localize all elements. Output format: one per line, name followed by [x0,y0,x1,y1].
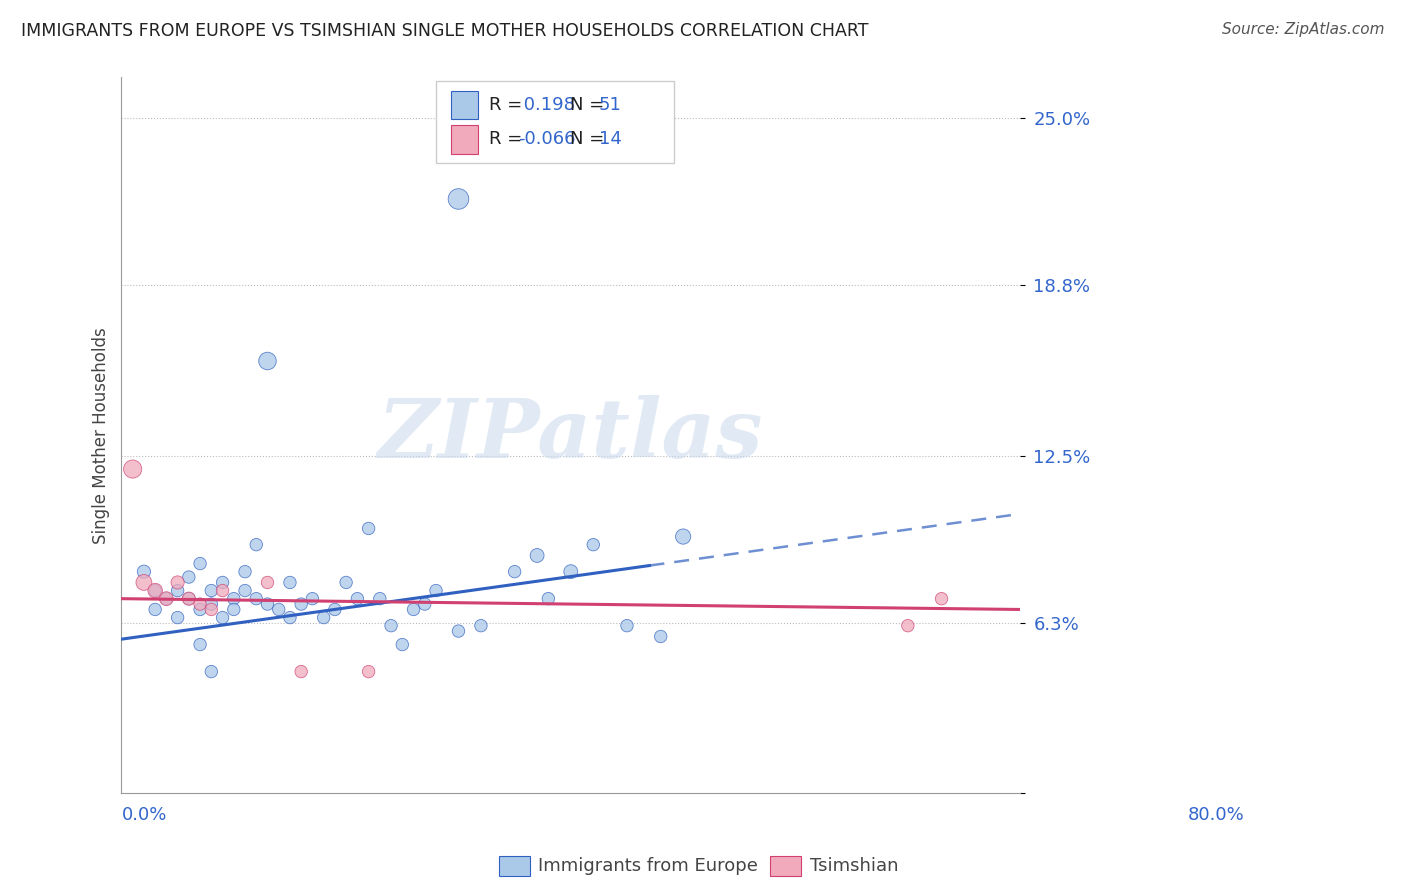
Point [132,575,155,590]
Point [380,618,402,632]
Point [278,610,301,624]
Text: 51: 51 [599,95,621,114]
Point [413,597,436,611]
Point [278,575,301,590]
Point [267,602,290,616]
FancyBboxPatch shape [451,91,478,120]
Point [357,665,380,679]
Point [931,591,953,606]
FancyBboxPatch shape [436,81,673,163]
FancyBboxPatch shape [451,125,478,153]
Point [166,610,188,624]
Point [897,618,920,632]
Point [200,597,222,611]
Point [188,638,211,652]
Point [402,602,425,616]
Point [470,618,492,632]
Point [447,192,470,206]
Text: ZIPatlas: ZIPatlas [378,395,763,475]
Point [233,565,256,579]
Point [143,602,166,616]
Point [391,638,413,652]
Point [121,462,143,476]
Point [256,354,278,368]
Point [616,618,638,632]
Text: N =: N = [569,130,610,148]
Point [166,583,188,598]
Text: Source: ZipAtlas.com: Source: ZipAtlas.com [1222,22,1385,37]
Point [200,583,222,598]
Point [166,575,188,590]
Point [211,575,233,590]
Point [177,591,200,606]
Point [211,583,233,598]
Text: R =: R = [489,130,529,148]
Point [537,591,560,606]
Text: 14: 14 [599,130,621,148]
Point [357,521,380,535]
Point [222,591,245,606]
Point [503,565,526,579]
Text: -0.066: -0.066 [517,130,575,148]
Point [323,602,346,616]
Point [582,538,605,552]
Point [143,583,166,598]
Point [447,624,470,638]
Text: Immigrants from Europe: Immigrants from Europe [538,857,758,875]
Point [256,597,278,611]
Point [200,665,222,679]
Point [368,591,391,606]
Point [200,602,222,616]
Y-axis label: Single Mother Households: Single Mother Households [93,326,110,543]
Point [245,591,267,606]
Text: 80.0%: 80.0% [1188,806,1244,824]
Text: N =: N = [569,95,610,114]
Text: IMMIGRANTS FROM EUROPE VS TSIMSHIAN SINGLE MOTHER HOUSEHOLDS CORRELATION CHART: IMMIGRANTS FROM EUROPE VS TSIMSHIAN SING… [21,22,869,40]
Point [290,665,312,679]
Point [650,630,672,644]
Point [346,591,368,606]
Point [526,549,548,563]
Point [188,602,211,616]
Point [233,583,256,598]
Point [211,610,233,624]
Point [177,591,200,606]
Point [222,602,245,616]
Point [155,591,177,606]
Point [177,570,200,584]
Point [155,591,177,606]
Point [290,597,312,611]
Point [301,591,323,606]
Text: Tsimshian: Tsimshian [810,857,898,875]
Text: R =: R = [489,95,529,114]
Point [560,565,582,579]
Text: 0.198: 0.198 [517,95,575,114]
Point [143,583,166,598]
Point [188,557,211,571]
Point [132,565,155,579]
Text: 0.0%: 0.0% [121,806,167,824]
Point [245,538,267,552]
Point [335,575,357,590]
Point [672,530,695,544]
Point [256,575,278,590]
Point [188,597,211,611]
Point [425,583,447,598]
Point [312,610,335,624]
